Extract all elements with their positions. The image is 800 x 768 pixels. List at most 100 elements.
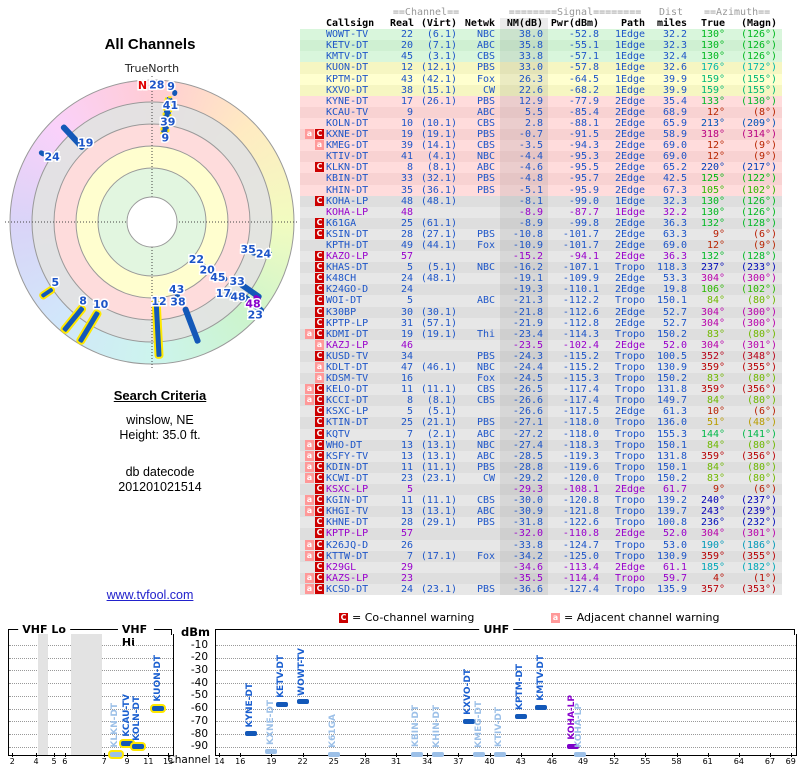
callsign-cell: KSIN-DT <box>326 228 369 240</box>
network-cell <box>462 318 500 329</box>
nm-cell: -23.5 <box>500 339 549 351</box>
col-nm: NM(dB) <box>500 18 549 30</box>
dbm-tick-label: -50 <box>190 689 208 702</box>
power-cell: -118.0 <box>562 417 600 429</box>
distance-cell: 52.7 <box>662 317 688 329</box>
virtual-channel-cell <box>418 251 462 262</box>
path-cell: Tropo <box>614 550 646 562</box>
power-cell: -95.7 <box>568 173 600 185</box>
magnetic-azimuth-cell: (356°) <box>740 450 778 462</box>
nm-cell: -21.3 <box>500 295 549 307</box>
network-cell <box>462 540 500 551</box>
path-cell: 1Edge <box>614 73 646 85</box>
distance-cell: 131.8 <box>656 450 688 462</box>
path-cell: Tropo <box>614 450 646 462</box>
power-cell: -110.8 <box>562 528 600 540</box>
adjacent-channel-badge: a <box>305 450 314 461</box>
co-channel-badge: C <box>315 561 324 572</box>
path-cell: 1Edge <box>614 40 646 52</box>
radar-channel-label: 35 <box>240 243 255 256</box>
table-row: KCAU-TV 9 ABC 5.5 -85.4 2Edge 68.9 12° (8°) <box>300 106 783 118</box>
station-label: KCAU-TV <box>121 694 132 737</box>
nm-cell: 26.3 <box>500 73 549 85</box>
signal-strength-chart: C = Co-channel warning a = Adjacent chan… <box>0 608 800 768</box>
power-cell: -99.0 <box>568 195 600 207</box>
magnetic-azimuth-cell: (80°) <box>746 295 778 307</box>
warning-markers: C <box>300 350 326 362</box>
table-row: KYNE-DT 17 (26.1) PBS 12.9 -77.9 2Edge 35.4 133°… <box>300 95 783 107</box>
nm-cell: -31.8 <box>500 517 549 529</box>
warning-markers <box>300 107 326 118</box>
warning-markers: C <box>300 417 326 428</box>
real-channel-cell: 13 <box>400 439 413 451</box>
virtual-channel-cell: (13.1) <box>420 439 458 451</box>
table-row: C K30BP 30 (30.1) -21.8 -112.6 2Edge 52.7 304° (3… <box>300 306 783 318</box>
nm-cell: -19.1 <box>500 273 549 285</box>
virtual-channel-cell: (21.1) <box>420 417 458 429</box>
radar-channel-label: 8 <box>79 295 87 308</box>
dbm-axis-label: dBm <box>181 625 210 639</box>
station-marker <box>573 751 586 757</box>
true-azimuth-cell: 359° <box>700 362 726 373</box>
station-label: KXVO-DT <box>463 669 474 716</box>
path-cell: Tropo <box>614 350 646 362</box>
path-cell: 1Edge <box>614 195 646 207</box>
nm-cell: -8.9 <box>500 206 549 218</box>
co-channel-badge: C <box>315 406 324 417</box>
real-channel-cell: 30 <box>400 306 413 318</box>
real-channel-cell: 57 <box>400 251 413 263</box>
callsign-cell: KSFY-TV <box>326 450 369 462</box>
path-cell: 1Edge <box>614 51 646 63</box>
nm-cell: -30.9 <box>500 506 549 518</box>
real-channel-cell: 7 <box>406 550 413 562</box>
distance-cell: 61.7 <box>662 484 688 496</box>
network-cell: PBS <box>476 350 496 362</box>
radar-bar <box>38 150 46 157</box>
radar-channel-label: 9 <box>161 132 169 145</box>
x-axis-tick-label: 69 <box>785 757 796 766</box>
power-cell: -94.1 <box>568 251 600 263</box>
co-channel-legend: C = Co-channel warning <box>338 611 474 624</box>
nm-cell: -29.2 <box>500 472 549 485</box>
nm-cell: -28.5 <box>500 450 549 462</box>
virtual-channel-cell: (36.1) <box>420 184 458 196</box>
station-label: KOHA-LP <box>574 702 585 748</box>
co-channel-badge: C <box>315 461 324 472</box>
power-cell: -87.7 <box>568 206 600 218</box>
power-cell: -125.0 <box>562 550 600 562</box>
nm-cell: 2.8 <box>500 117 549 130</box>
table-row: KBIN-DT 33 (32.1) PBS -4.8 -95.7 2Edge 42.5 125°… <box>300 173 783 185</box>
table-row: C WOI-DT 5 ABC -21.3 -112.2 Tropo 150.1 84° (80°) <box>300 295 783 307</box>
path-cell: Tropo <box>614 506 646 518</box>
real-channel-cell: 25 <box>400 217 413 229</box>
co-channel-badge: C <box>315 472 324 483</box>
power-cell: -95.5 <box>568 162 600 174</box>
nm-cell: -36.6 <box>500 583 549 595</box>
true-azimuth-cell: 4° <box>713 572 726 584</box>
true-azimuth-cell: 132° <box>700 217 726 229</box>
warning-markers <box>300 118 326 129</box>
table-row: WOWT-TV 22 (6.1) NBC 38.0 -52.8 1Edge 32.2 130° (… <box>300 29 783 41</box>
magnetic-azimuth-cell: (126°) <box>740 29 778 41</box>
radar-bar <box>209 270 216 276</box>
network-cell: CBS <box>476 51 496 63</box>
true-azimuth-cell: 130° <box>700 40 726 52</box>
virtual-channel-cell: (14.1) <box>420 140 458 152</box>
tvfool-link[interactable]: www.tvfool.com <box>106 588 194 602</box>
nm-cell: 12.9 <box>500 95 549 107</box>
station-marker <box>473 751 486 757</box>
nm-cell: -24.3 <box>500 350 549 362</box>
magnetic-azimuth-cell: (80°) <box>746 373 778 385</box>
virtual-channel-cell: (48.1) <box>420 195 458 207</box>
callsign-cell: K29GL <box>326 561 357 573</box>
warning-markers: C <box>300 406 326 417</box>
warning-markers <box>300 85 326 96</box>
network-cell: PBS <box>476 184 496 196</box>
path-cell: 2Edge <box>614 184 646 196</box>
true-azimuth-cell: 213° <box>700 117 726 129</box>
real-channel-cell: 45 <box>400 51 413 63</box>
radar-bar <box>76 309 102 345</box>
co-channel-badge: C <box>315 506 324 517</box>
magnetic-azimuth-cell: (48°) <box>746 417 778 429</box>
